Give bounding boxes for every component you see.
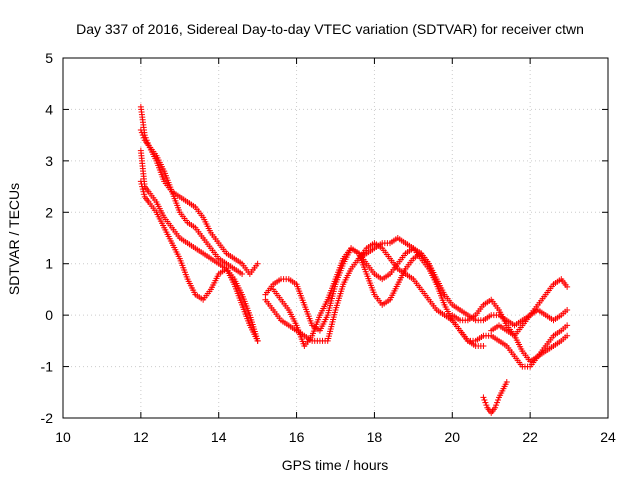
- x-tick-label: 22: [522, 429, 538, 445]
- data-points: [137, 103, 571, 416]
- data-point: [564, 322, 571, 329]
- data-point: [140, 188, 147, 195]
- y-tick-label: 1: [45, 256, 53, 272]
- data-point: [482, 399, 489, 406]
- data-point: [495, 397, 502, 403]
- y-tick-label: -1: [41, 359, 54, 375]
- data-point: [503, 379, 510, 385]
- data-point: [137, 127, 144, 133]
- data-point: [564, 332, 571, 339]
- axis-ticks: [62, 57, 609, 419]
- series-track-10: [488, 276, 571, 339]
- data-point: [239, 271, 246, 277]
- data-point: [141, 191, 148, 198]
- data-point: [493, 402, 500, 409]
- data-point: [564, 283, 571, 290]
- y-axis-label: SDTVAR / TECUs: [6, 183, 22, 295]
- data-point: [480, 394, 487, 401]
- y-tick-label: 2: [45, 204, 53, 220]
- x-tick-label: 24: [600, 429, 616, 445]
- grid: [63, 58, 608, 418]
- plot-frame: [62, 57, 609, 419]
- data-point: [138, 129, 145, 136]
- x-tick-label: 10: [55, 429, 71, 445]
- data-point: [483, 402, 490, 409]
- data-point: [564, 307, 571, 313]
- series-track-3: [137, 178, 261, 344]
- x-axis-label: GPS time / hours: [282, 457, 389, 473]
- data-point: [254, 260, 261, 267]
- x-tick-label: 20: [444, 429, 460, 445]
- data-point: [480, 343, 487, 349]
- series-track-11: [480, 379, 510, 416]
- x-tick-label: 16: [289, 429, 305, 445]
- x-tick-label: 14: [211, 429, 227, 445]
- data-point: [494, 399, 501, 406]
- data-point: [140, 134, 147, 141]
- series-track-9: [449, 296, 571, 365]
- y-tick-label: -2: [41, 410, 54, 426]
- y-tick-label: 3: [45, 153, 53, 169]
- x-tick-label: 18: [367, 429, 383, 445]
- data-point: [254, 337, 261, 344]
- data-point: [481, 397, 488, 403]
- data-point: [139, 132, 146, 139]
- data-point: [492, 404, 499, 411]
- y-tick-label: 4: [45, 101, 53, 117]
- y-tick-label: 5: [45, 50, 53, 66]
- series-track-2: [137, 127, 246, 277]
- series-track-4: [137, 147, 261, 344]
- y-tick-label: 0: [45, 307, 53, 323]
- chart-title: Day 337 of 2016, Sidereal Day-to-day VTE…: [76, 21, 584, 37]
- x-tick-label: 12: [133, 429, 149, 445]
